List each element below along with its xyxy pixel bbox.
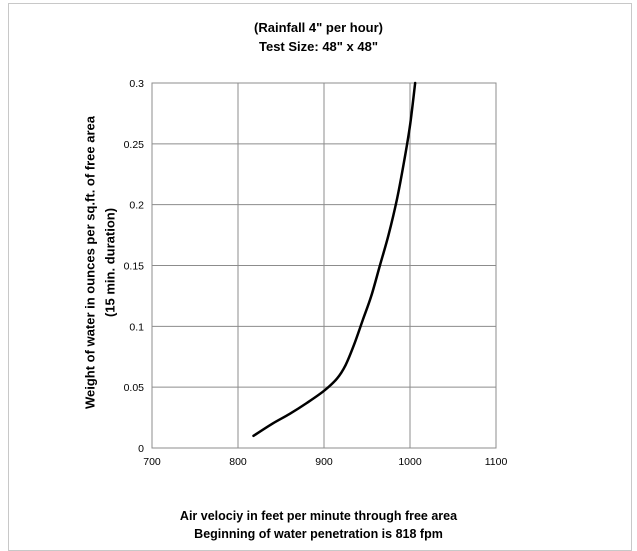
y-tick-label: 0.05 — [124, 382, 145, 394]
chart-title: (Rainfall 4" per hour) — [254, 20, 383, 35]
series-line — [252, 81, 417, 438]
x-tick-label: 1000 — [398, 456, 422, 468]
y-tick-label: 0.25 — [124, 139, 145, 151]
y-tick-label: 0.1 — [129, 321, 144, 333]
y-tick-label: 0.2 — [129, 200, 144, 212]
chart-subtitle: Test Size: 48" x 48" — [258, 39, 379, 54]
x-tick-label: 700 — [143, 456, 161, 468]
y-tick-label: 0.15 — [124, 261, 145, 273]
x-axis-label-line2: Beginning of water penetration is 818 fp… — [194, 527, 443, 541]
x-tick-label: 900 — [315, 456, 333, 468]
x-tick-label: 1100 — [485, 456, 508, 468]
y-tick-label: 0 — [138, 443, 144, 455]
y-tick-label: 0.3 — [129, 78, 144, 90]
x-tick-label: 800 — [229, 456, 247, 468]
chart-frame — [8, 3, 632, 551]
x-axis-label: Air velociy in feet per minute through f… — [179, 509, 458, 523]
